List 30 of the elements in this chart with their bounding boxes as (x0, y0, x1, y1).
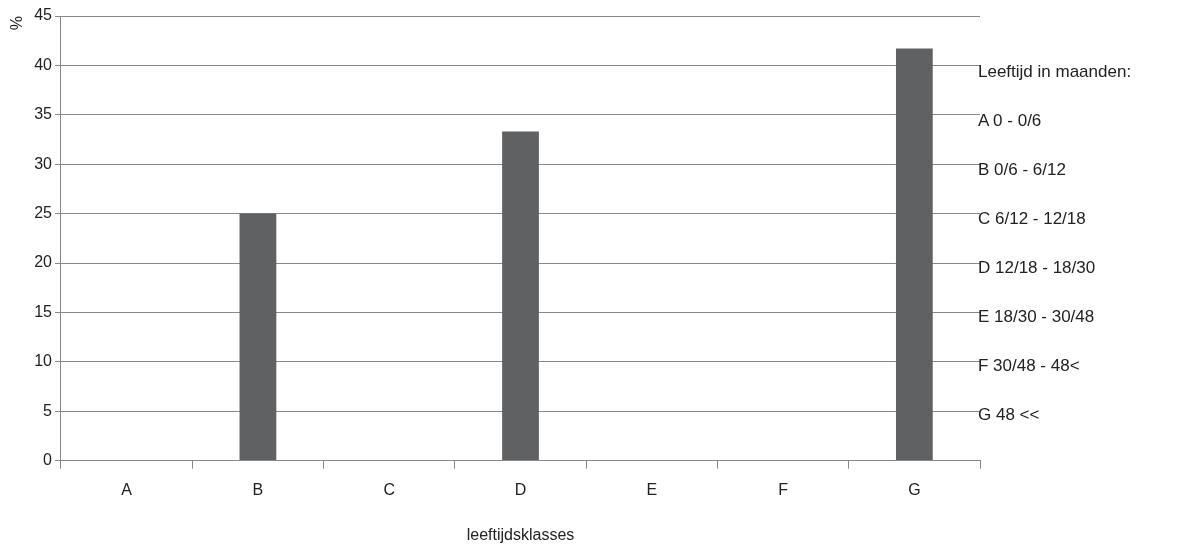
y-axis-title: % (8, 16, 26, 31)
x-tick-label: C (383, 480, 395, 498)
x-tick-label: G (908, 480, 921, 498)
x-tick-label: E (646, 480, 658, 498)
y-tick-label: 20 (34, 253, 53, 271)
annotation: E 18/30 - 30/48 (978, 306, 1096, 328)
annotation: A 0 - 0/6 (978, 110, 1043, 132)
annotation: Leeftijd in maanden: (978, 61, 1132, 83)
y-tick-label: 0 (43, 451, 53, 469)
x-axis-title: leeftijdsklasses (466, 525, 575, 543)
y-tick-label: 45 (34, 6, 53, 24)
annotation: G 48 << (978, 404, 1041, 426)
x-tick-label: D (514, 480, 527, 498)
y-tick-label: 15 (34, 302, 53, 320)
y-tick-label: 30 (34, 154, 53, 172)
y-tick-label: 25 (34, 204, 53, 222)
y-tick-label: 10 (34, 352, 53, 370)
x-tick-label: A (121, 480, 133, 498)
y-tick-label: 40 (34, 55, 53, 73)
y-tick-label: 35 (34, 105, 53, 123)
x-tick-label: F (778, 480, 789, 498)
bar (239, 213, 277, 461)
x-tick-label: B (252, 480, 264, 498)
annotation: F 30/48 - 48< (978, 355, 1081, 377)
y-tick-label: 5 (43, 401, 53, 419)
annotation: C 6/12 - 12/18 (978, 208, 1087, 230)
bar (502, 131, 539, 461)
bar (895, 48, 933, 461)
annotation: D 12/18 - 18/30 (978, 257, 1097, 279)
annotation: B 0/6 - 6/12 (978, 159, 1067, 181)
